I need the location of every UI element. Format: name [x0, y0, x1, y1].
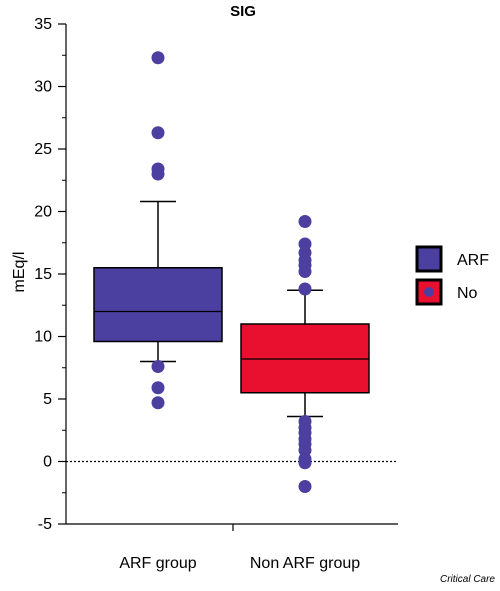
- outlier-point: [298, 282, 312, 296]
- outlier-point: [151, 162, 165, 176]
- outlier-point: [151, 51, 165, 65]
- y-axis-label: mEq/l: [11, 252, 28, 293]
- chart-title: SIG: [230, 3, 256, 20]
- axes: -5 0 5 10 15 20 25 30 35 ARF group Non ARF group: [34, 16, 398, 572]
- legend-swatch: [415, 278, 443, 306]
- outlier-point: [298, 215, 312, 228]
- box-group: [240, 215, 370, 493]
- y-tick-label: 0: [43, 454, 52, 471]
- outlier-point: [298, 415, 312, 428]
- outlier-point: [151, 396, 165, 410]
- box: [240, 323, 370, 394]
- legend-swatch-dot: [424, 287, 434, 297]
- x-category-label: Non ARF group: [250, 555, 360, 572]
- legend: ARF No: [415, 245, 489, 306]
- y-tick-label: 5: [43, 391, 52, 408]
- box: [93, 267, 223, 343]
- y-tick-label: 20: [34, 204, 52, 221]
- legend-label: No: [457, 285, 478, 302]
- boxes: [93, 51, 370, 493]
- outlier-point: [151, 126, 165, 140]
- legend-swatch: [415, 245, 443, 273]
- outlier-point: [151, 360, 165, 373]
- outlier-point: [298, 237, 312, 251]
- outlier-point: [298, 480, 312, 493]
- x-category-label: ARF group: [119, 555, 196, 572]
- outlier-point: [151, 381, 165, 395]
- y-tick-label: 10: [34, 329, 52, 346]
- legend-label: ARF: [457, 252, 489, 269]
- y-tick-label: 30: [34, 79, 52, 96]
- y-tick-label: 35: [34, 16, 52, 33]
- y-tick-label: 25: [34, 141, 52, 158]
- credit-text: Critical Care: [440, 574, 495, 585]
- y-tick-label: -5: [38, 516, 52, 533]
- box-group: [93, 51, 223, 410]
- y-tick-label: 15: [34, 266, 52, 283]
